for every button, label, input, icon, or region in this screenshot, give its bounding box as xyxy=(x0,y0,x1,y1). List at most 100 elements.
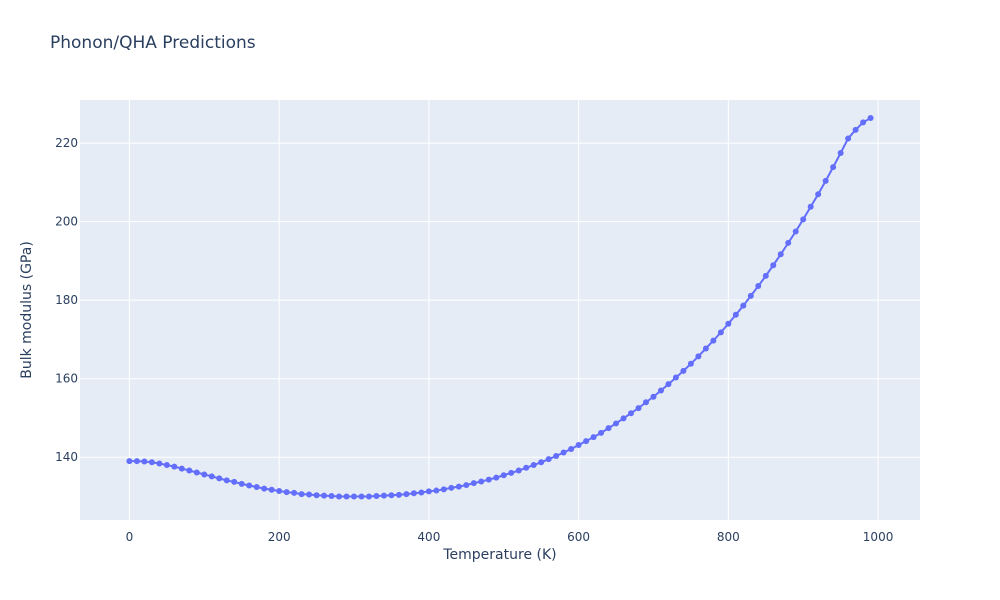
x-tick-label: 600 xyxy=(567,530,590,544)
data-point xyxy=(485,476,492,483)
data-point xyxy=(538,459,545,466)
data-point xyxy=(291,489,298,496)
series-line xyxy=(129,117,872,498)
data-point xyxy=(238,480,245,487)
data-point xyxy=(807,203,814,210)
data-point xyxy=(156,460,163,467)
data-point xyxy=(822,177,829,184)
y-tick-label: 160 xyxy=(55,372,78,386)
data-point xyxy=(283,489,290,496)
x-tick-label: 800 xyxy=(717,530,740,544)
data-point xyxy=(762,272,769,279)
data-point xyxy=(515,467,522,474)
data-point xyxy=(687,360,694,367)
data-point xyxy=(852,126,859,133)
data-point xyxy=(261,485,268,492)
x-tick-label: 1000 xyxy=(863,530,894,544)
data-point xyxy=(358,493,365,500)
data-point xyxy=(717,329,724,336)
data-point xyxy=(568,445,575,452)
y-tick-label: 200 xyxy=(55,215,78,229)
chart-title: Phonon/QHA Predictions xyxy=(50,33,256,53)
grid-layer xyxy=(80,100,920,520)
data-point xyxy=(171,463,178,470)
data-point xyxy=(223,477,230,484)
data-point xyxy=(635,405,642,412)
plot-area xyxy=(80,100,920,520)
data-point xyxy=(672,374,679,381)
data-point xyxy=(867,115,874,122)
data-point xyxy=(126,458,133,465)
data-point xyxy=(598,429,605,436)
data-point xyxy=(792,228,799,235)
data-point xyxy=(455,483,462,490)
data-point xyxy=(298,491,305,498)
data-point xyxy=(365,493,372,500)
data-point xyxy=(478,478,485,485)
data-point xyxy=(530,462,537,469)
tick-labels: 0 200 400 600 800 1000 140 160 180 200 220 xyxy=(55,136,893,544)
data-point xyxy=(448,484,455,491)
data-point xyxy=(133,458,140,465)
data-point xyxy=(575,442,582,449)
data-point xyxy=(837,149,844,156)
data-point xyxy=(321,492,328,499)
data-point xyxy=(328,493,335,500)
data-point xyxy=(343,493,350,500)
data-point xyxy=(800,216,807,223)
data-point xyxy=(710,337,717,344)
data-point xyxy=(163,462,170,469)
y-tick-label: 220 xyxy=(55,136,78,150)
data-point xyxy=(246,482,253,489)
data-point xyxy=(695,353,702,360)
data-point xyxy=(620,415,627,422)
data-point xyxy=(680,367,687,374)
data-point xyxy=(493,474,500,481)
data-point xyxy=(313,492,320,499)
data-point xyxy=(500,472,507,479)
data-point xyxy=(208,473,215,480)
data-point xyxy=(523,464,530,471)
data-point xyxy=(725,320,732,327)
x-tick-label: 0 xyxy=(126,530,134,544)
data-point xyxy=(732,311,739,318)
data-point xyxy=(336,493,343,500)
data-point xyxy=(351,493,358,500)
data-point xyxy=(216,475,223,482)
data-point xyxy=(860,119,867,126)
y-tick-label: 140 xyxy=(55,450,78,464)
data-point xyxy=(740,302,747,309)
data-point xyxy=(463,482,470,489)
data-point xyxy=(433,487,440,494)
data-point xyxy=(845,135,852,142)
x-tick-label: 400 xyxy=(417,530,440,544)
data-point xyxy=(440,486,447,493)
data-point xyxy=(613,420,620,427)
data-point xyxy=(770,262,777,269)
data-point xyxy=(560,449,567,456)
data-point xyxy=(830,164,837,171)
data-point xyxy=(815,191,822,198)
data-point xyxy=(553,453,560,460)
data-point xyxy=(642,399,649,406)
data-point xyxy=(425,488,432,495)
data-point xyxy=(373,493,380,500)
data-point xyxy=(650,393,657,400)
data-point xyxy=(276,487,283,494)
x-axis-title: Temperature (K) xyxy=(443,547,557,563)
data-point xyxy=(193,469,200,476)
data-point xyxy=(755,283,762,290)
data-point xyxy=(380,492,387,499)
data-point xyxy=(418,489,425,496)
data-point xyxy=(268,486,275,493)
data-point xyxy=(186,467,193,474)
data-point xyxy=(702,345,709,352)
data-point xyxy=(395,491,402,498)
data-point xyxy=(141,458,148,465)
data-point xyxy=(508,469,515,476)
data-point xyxy=(231,478,238,485)
data-point xyxy=(410,490,417,497)
y-tick-label: 180 xyxy=(55,293,78,307)
data-point xyxy=(590,434,597,441)
